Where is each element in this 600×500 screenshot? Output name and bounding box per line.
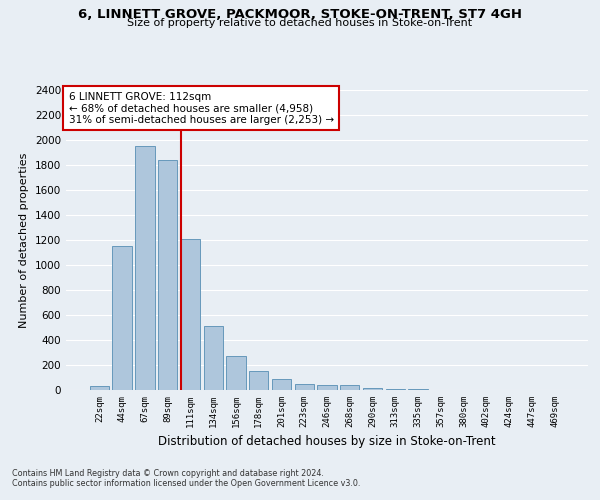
Bar <box>317 385 337 390</box>
Text: Contains public sector information licensed under the Open Government Licence v3: Contains public sector information licen… <box>12 478 361 488</box>
Bar <box>363 388 382 390</box>
Bar <box>386 389 405 390</box>
Bar <box>181 239 200 390</box>
Text: Contains HM Land Registry data © Crown copyright and database right 2024.: Contains HM Land Registry data © Crown c… <box>12 468 324 477</box>
Text: Distribution of detached houses by size in Stoke-on-Trent: Distribution of detached houses by size … <box>158 435 496 448</box>
Bar <box>295 384 314 390</box>
Y-axis label: Number of detached properties: Number of detached properties <box>19 152 29 328</box>
Bar <box>249 370 268 390</box>
Bar <box>226 356 245 390</box>
Bar <box>158 160 178 390</box>
Text: Size of property relative to detached houses in Stoke-on-Trent: Size of property relative to detached ho… <box>127 18 473 28</box>
Bar <box>340 385 359 390</box>
Bar <box>90 386 109 390</box>
Bar <box>272 380 291 390</box>
Text: 6, LINNETT GROVE, PACKMOOR, STOKE-ON-TRENT, ST7 4GH: 6, LINNETT GROVE, PACKMOOR, STOKE-ON-TRE… <box>78 8 522 20</box>
Bar <box>203 326 223 390</box>
Text: 6 LINNETT GROVE: 112sqm
← 68% of detached houses are smaller (4,958)
31% of semi: 6 LINNETT GROVE: 112sqm ← 68% of detache… <box>68 92 334 124</box>
Bar <box>112 246 132 390</box>
Bar <box>135 146 155 390</box>
